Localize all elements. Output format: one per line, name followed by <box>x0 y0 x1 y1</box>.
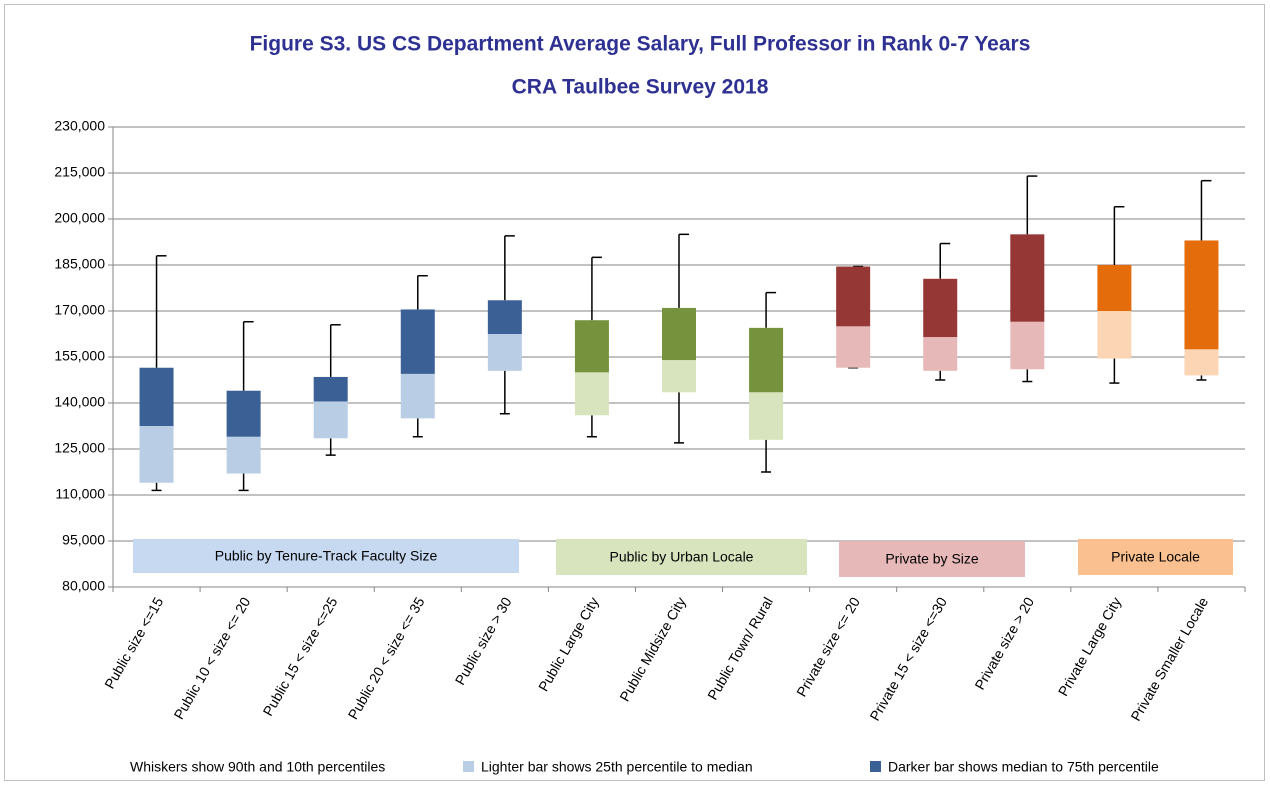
box-upper <box>487 300 522 334</box>
y-tick-label: 230,000 <box>54 118 105 134</box>
box-lower <box>1097 311 1132 359</box>
box-lower <box>139 426 174 483</box>
box-upper <box>1184 240 1219 350</box>
legend-label: Darker bar shows median to 75th percenti… <box>888 759 1159 775</box>
group-label: Private by Size <box>885 551 979 567</box>
box-upper <box>749 327 784 393</box>
group-box <box>1078 539 1233 575</box>
box-upper <box>226 390 261 437</box>
box-upper <box>139 367 174 426</box>
y-tick-label: 110,000 <box>55 486 105 502</box>
group-box <box>133 539 519 573</box>
box-upper <box>836 266 871 327</box>
y-tick-label: 185,000 <box>54 256 105 272</box>
box-upper <box>1097 265 1132 311</box>
legend-swatch <box>463 761 474 772</box>
box-lower <box>226 436 261 474</box>
box-upper <box>1010 234 1045 322</box>
box-lower <box>662 360 696 393</box>
box-upper <box>313 376 348 402</box>
group-box <box>839 541 1025 577</box>
y-tick-label: 140,000 <box>54 394 105 410</box>
group-label: Public by Urban Locale <box>610 549 754 565</box>
y-tick-label: 95,000 <box>62 532 105 548</box>
box-lower <box>400 373 435 419</box>
y-tick-label: 215,000 <box>54 164 105 180</box>
box-lower <box>923 337 958 371</box>
box-upper <box>923 278 958 338</box>
box-upper <box>662 307 696 361</box>
box-upper <box>400 309 435 374</box>
box-upper <box>574 320 609 373</box>
legend-swatch <box>870 761 881 772</box>
y-tick-label: 200,000 <box>54 210 105 226</box>
frame <box>4 4 1265 781</box>
y-tick-label: 170,000 <box>54 302 105 318</box>
y-tick-label: 155,000 <box>54 348 105 364</box>
y-tick-label: 80,000 <box>62 578 105 594</box>
box-lower <box>836 326 871 368</box>
legend-label: Lighter bar shows 25th percentile to med… <box>481 759 753 775</box>
box-lower <box>574 372 609 416</box>
box-lower <box>1184 349 1219 376</box>
box-lower <box>487 334 522 371</box>
box-lower <box>313 401 348 439</box>
group-box <box>556 539 807 575</box>
chart-subtitle: CRA Taulbee Survey 2018 <box>512 76 769 99</box>
y-tick-label: 125,000 <box>54 440 105 456</box>
group-label: Public by Tenure-Track Faculty Size <box>215 548 438 564</box>
legend-label: Whiskers show 90th and 10th percentiles <box>130 759 385 775</box>
chart-title: Figure S3. US CS Department Average Sala… <box>250 33 1031 56</box>
box-lower <box>749 392 784 440</box>
group-label: Private Locale <box>1111 549 1200 565</box>
box-lower <box>1010 321 1045 370</box>
